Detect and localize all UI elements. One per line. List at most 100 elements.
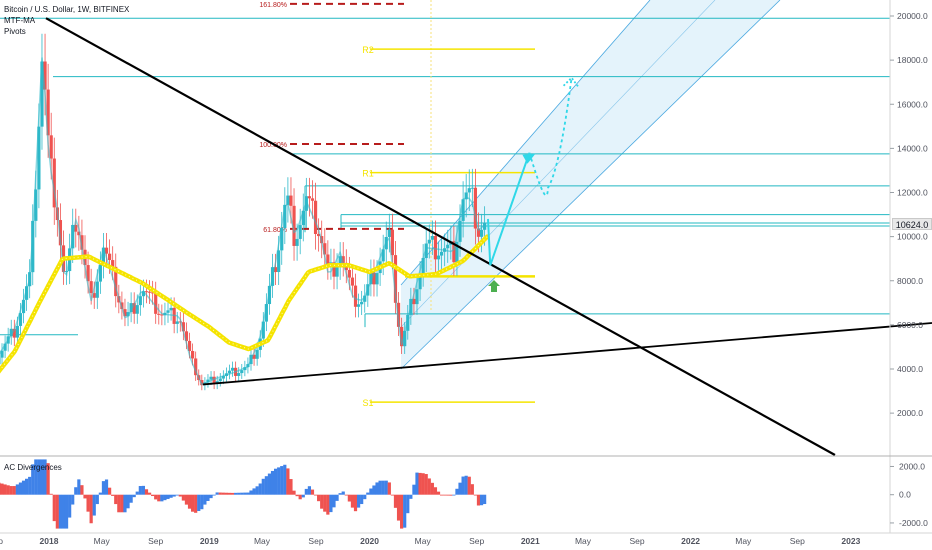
x-tick-label: May	[735, 536, 752, 546]
x-tick-label: Sep	[790, 536, 805, 546]
ac-bar	[338, 493, 342, 495]
candle-body	[264, 304, 268, 322]
candle-body	[452, 241, 456, 263]
ac-bar	[335, 494, 339, 501]
candle-body	[129, 303, 133, 313]
ac-bar	[172, 494, 176, 497]
ac-bar	[86, 494, 90, 512]
ac-bar	[104, 479, 109, 495]
ac-bar	[381, 480, 385, 495]
ac-bar	[46, 463, 50, 495]
candle-body	[347, 270, 351, 278]
ac-bar	[237, 492, 241, 495]
candle-body	[34, 189, 38, 221]
ac-bar	[476, 494, 481, 506]
ac-bar	[369, 488, 373, 495]
trend-lines[interactable]	[45, 17, 932, 456]
x-tick-label: May	[254, 536, 271, 546]
ac-bar	[366, 492, 370, 495]
ac-bar	[92, 494, 96, 516]
candle-body	[52, 158, 56, 208]
ac-bar	[317, 494, 321, 502]
candle-body	[9, 328, 13, 337]
ac-bar	[449, 494, 453, 496]
ac-bar	[461, 476, 465, 495]
ac-bar	[55, 494, 59, 529]
ac-bar	[49, 493, 53, 495]
candle-body	[25, 286, 29, 300]
candle-body	[298, 225, 302, 239]
candle-body	[221, 375, 225, 379]
candle-body	[0, 350, 4, 358]
candle-body	[286, 195, 290, 205]
candle-body	[200, 380, 204, 386]
legend-mtf-ma[interactable]: MTF-MA	[4, 16, 36, 25]
candle-body	[307, 196, 312, 199]
ac-bar	[31, 464, 35, 495]
candle-body	[483, 222, 487, 230]
ac-bar	[289, 479, 293, 495]
candle-body	[169, 307, 173, 311]
candle-body	[114, 266, 118, 297]
candle-body	[18, 313, 23, 326]
candle-body	[427, 239, 431, 244]
ac-bar	[421, 473, 425, 495]
ac-bar	[273, 468, 278, 495]
fib-levels[interactable]: 161.80% 100.00% 61.80%	[259, 2, 404, 234]
ac-tick-label: 2000.0	[899, 461, 925, 471]
legend-pivots[interactable]: Pivots	[4, 27, 26, 36]
candle-body	[353, 285, 358, 307]
projection-path[interactable]	[487, 76, 579, 292]
ac-bar	[439, 494, 444, 496]
candle-body	[144, 291, 149, 293]
ac-bar	[61, 494, 66, 529]
ac-bar	[298, 494, 302, 500]
candle-body	[237, 373, 241, 376]
ac-bar	[154, 494, 158, 500]
candle-body	[421, 258, 425, 274]
candle-body	[338, 256, 342, 267]
x-tick-label: 2018	[40, 536, 59, 546]
candle-body	[476, 228, 481, 237]
ac-bar	[166, 494, 170, 499]
candle-body	[458, 220, 462, 242]
ac-bar	[203, 494, 207, 505]
candle-body	[360, 301, 364, 305]
ac-bar	[301, 494, 305, 498]
candle-body	[479, 229, 484, 237]
ac-bar	[126, 494, 130, 509]
candle-body	[166, 310, 170, 313]
ac-bar	[396, 494, 401, 521]
candle-body	[240, 370, 244, 374]
ac-divergences-label[interactable]: AC Divergences	[4, 463, 62, 472]
x-tick-label: May	[94, 536, 111, 546]
candle-body	[135, 305, 139, 314]
x-tick-label: Sep	[0, 536, 3, 546]
candle-body	[396, 302, 401, 327]
candle-body	[190, 350, 195, 359]
ac-bar	[295, 494, 299, 497]
ac-bar	[427, 478, 431, 495]
ac-bar	[68, 494, 72, 518]
ac-bar	[89, 494, 93, 524]
y-tick-label: 20000.0	[897, 11, 928, 21]
candle-body	[3, 343, 7, 351]
ac-bar	[101, 481, 106, 495]
candle-body	[74, 224, 78, 232]
candle-body	[40, 61, 44, 127]
candle-body	[390, 229, 395, 256]
ac-bar	[255, 486, 259, 495]
ac-bar	[353, 494, 358, 512]
ac-tick-label: -2000.0	[899, 518, 928, 528]
ac-bar	[350, 494, 355, 508]
ac-bar	[286, 468, 290, 495]
candle-body	[341, 256, 345, 263]
pivot-level-label: R2	[362, 45, 374, 55]
ac-bar	[415, 472, 419, 495]
candle-body	[111, 260, 115, 267]
candle-body	[31, 220, 35, 273]
candle-body	[289, 195, 293, 206]
candle-body	[46, 89, 50, 136]
ac-bar	[141, 485, 146, 495]
